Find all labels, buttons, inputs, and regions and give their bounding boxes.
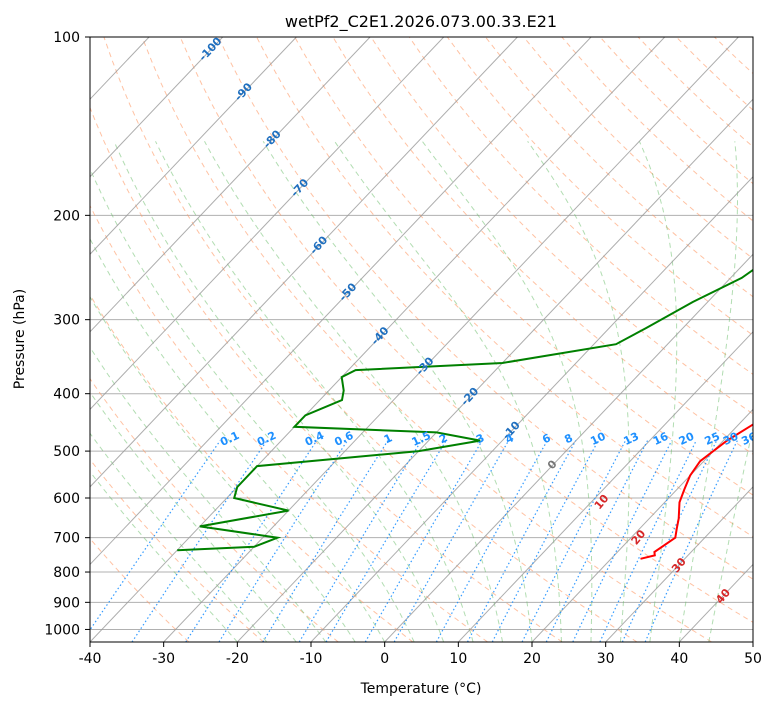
dry-adiabat-line	[408, 37, 753, 375]
y-tick-label: 300	[53, 313, 80, 329]
mixing-ratio-line	[466, 440, 577, 642]
mixing-ratio-line	[393, 440, 510, 642]
isotherm-line	[90, 37, 224, 178]
mixing-ratio-label: 10	[588, 430, 608, 448]
isotherm-line	[605, 486, 753, 642]
isotherm-line	[90, 37, 297, 256]
moist-adiabat-line	[204, 141, 503, 642]
mixing-ratio-label: 13	[622, 430, 641, 448]
dry-adiabat-line	[217, 37, 753, 580]
y-tick-label: 1000	[44, 622, 80, 638]
y-tick-label: 400	[53, 387, 80, 403]
chart-title: wetPf2_C2E1.2026.073.00.33.E21	[285, 12, 557, 32]
mixing-ratio-label: 20	[677, 430, 697, 448]
moist-adiabat-line	[638, 141, 678, 642]
mixing-ratio-label: 30	[721, 430, 741, 448]
y-tick-label: 200	[53, 208, 80, 224]
plot-frame	[89, 36, 754, 643]
x-tick-label: -40	[79, 651, 102, 667]
isotherms	[0, 37, 753, 642]
moist-adiabat-line	[421, 141, 593, 642]
mixing-ratio-line	[572, 440, 673, 642]
mixing-ratio-line	[298, 440, 422, 642]
mixing-ratio-line	[621, 440, 718, 642]
y-tick-label: 500	[53, 444, 80, 460]
y-tick-label: 100	[53, 30, 80, 46]
y-axis: 100 200 300 400 500 600 700 800 900 1000	[44, 30, 90, 638]
dry-adiabat-line	[90, 458, 264, 642]
isotherm-line	[90, 37, 518, 488]
y-tick-label: 700	[53, 531, 80, 547]
isotherm-line	[0, 37, 2, 642]
mixing-ratio-line	[435, 440, 548, 642]
moist-adiabat-line	[113, 141, 445, 642]
temperature-profile-line	[640, 423, 753, 560]
y-tick-label: 800	[53, 565, 80, 581]
dry-adiabat-line	[752, 37, 753, 39]
profile-series	[177, 268, 753, 560]
isotherm-line	[90, 37, 592, 566]
moist-adiabat-line	[90, 391, 297, 642]
isotherm-line	[310, 176, 753, 642]
mixing-ratio-line	[545, 440, 649, 642]
dry-adiabat-line	[90, 106, 563, 642]
mixing-ratio-line	[364, 440, 483, 642]
moist-adiabat-line	[334, 141, 562, 642]
dry-adiabat-line	[90, 204, 488, 642]
isotherm-line	[531, 408, 753, 642]
isotherm-line	[90, 37, 371, 333]
moist-adiabat-line	[90, 167, 415, 642]
isotherm-line	[457, 331, 753, 642]
mixing-ratio-line	[131, 440, 268, 642]
x-tick-label: -20	[226, 651, 249, 667]
isotherm-line	[384, 253, 753, 642]
x-axis: -40 -30 -20 -10 0 10 20 30 40 50	[79, 642, 762, 667]
x-tick-label: 50	[744, 651, 762, 667]
x-tick-label: 0	[380, 651, 389, 667]
y-tick-label: 600	[53, 491, 80, 507]
isotherm-line	[163, 37, 739, 642]
mixing-ratio-label: 36	[739, 430, 759, 448]
mixing-ratio-line	[644, 440, 738, 642]
plot-background	[90, 37, 753, 642]
x-tick-label: -10	[300, 651, 323, 667]
isotherm-line	[90, 37, 666, 642]
x-tick-label: 10	[449, 651, 467, 667]
dry-adiabat-line	[141, 37, 712, 642]
moist-adiabat-line	[90, 295, 356, 642]
moist-adiabat-line	[90, 432, 268, 642]
mixing-ratio-label: 16	[651, 430, 671, 448]
moist-adiabat-line	[527, 141, 630, 642]
y-tick-label: 900	[53, 595, 80, 611]
x-tick-label: -30	[152, 651, 175, 667]
mixing-ratio-label: 25	[703, 430, 722, 448]
dry-adiabats	[90, 37, 753, 642]
moist-adiabats	[90, 141, 753, 642]
moist-adiabat-line	[678, 141, 738, 642]
dry-adiabat-line	[179, 37, 753, 623]
x-tick-label: 30	[597, 651, 615, 667]
mixing-ratio-line	[218, 440, 348, 642]
dry-adiabat-line	[294, 37, 753, 496]
moist-adiabat-line	[90, 237, 386, 642]
isotherm-line	[752, 641, 753, 642]
isotherm-line	[236, 98, 753, 642]
moist-adiabat-line	[262, 141, 533, 642]
mixing-ratio-line	[262, 440, 389, 642]
mixing-ratio-lines	[90, 440, 738, 642]
moist-adiabat-line	[90, 470, 238, 642]
isotherm-line	[90, 37, 445, 411]
x-tick-label: 20	[523, 651, 541, 667]
mixing-ratio-line	[185, 440, 318, 642]
y-axis-title: Pressure (hPa)	[12, 289, 28, 389]
plot-area	[90, 37, 753, 642]
x-axis-title: Temperature (°C)	[360, 681, 482, 697]
mixing-ratio-line	[325, 440, 447, 642]
dry-adiabat-line	[103, 37, 638, 642]
x-tick-label: 40	[670, 651, 688, 667]
dewpoint-profile-line	[177, 268, 753, 552]
